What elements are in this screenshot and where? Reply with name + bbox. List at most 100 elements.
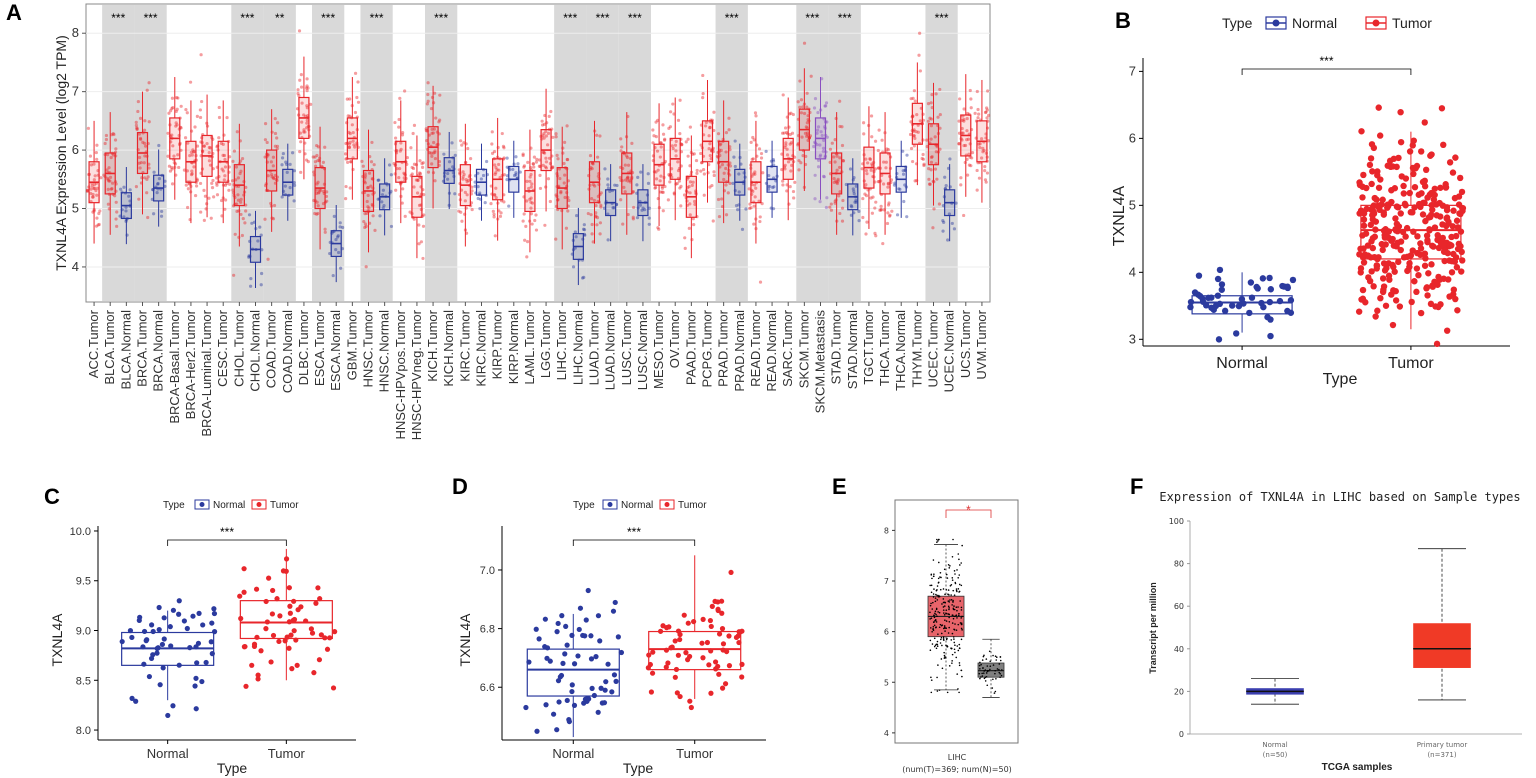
xtick-label: Normal <box>552 746 594 761</box>
panel-a-point <box>529 212 533 216</box>
panel-a-point <box>222 153 227 158</box>
panel-a-point <box>565 157 569 162</box>
panel-a-point <box>546 177 551 181</box>
panel-a-point <box>104 137 109 142</box>
data-point <box>958 614 960 617</box>
panel-a-point <box>525 199 529 203</box>
data-point <box>943 601 946 604</box>
panel-a-point <box>424 127 428 131</box>
data-point <box>1431 191 1438 199</box>
panel-a-point <box>429 151 433 155</box>
data-point <box>944 627 946 629</box>
panel-a-point <box>838 190 842 194</box>
data-point <box>543 702 549 708</box>
panel-a-point <box>625 176 629 180</box>
panel-a-group-brca-luminal.tumor <box>198 53 216 222</box>
data-point <box>569 682 575 688</box>
data-point <box>1422 217 1429 225</box>
panel-a-point <box>916 130 920 134</box>
data-point <box>1430 243 1437 250</box>
panel-a-point <box>673 143 678 147</box>
panel-a-point <box>926 119 930 123</box>
panel-a-group-prad.normal <box>731 139 748 231</box>
data-point <box>1443 327 1451 334</box>
panel-a-group-read.tumor <box>747 111 765 284</box>
panel-a-point <box>422 213 426 217</box>
panel-a-point <box>145 88 149 92</box>
panel-a-point <box>922 162 926 166</box>
panel-a-point <box>737 172 741 176</box>
panel-a-point <box>823 104 827 108</box>
panel-a-point <box>266 174 270 178</box>
panel-a-point <box>913 179 917 183</box>
panel-a-point <box>771 159 776 163</box>
data-point <box>961 544 963 547</box>
panel-a-point <box>525 255 529 259</box>
panel-a-point <box>663 137 667 141</box>
panel-a-point <box>97 222 101 227</box>
panel-a-point <box>978 145 982 150</box>
panel-a-point <box>557 184 561 188</box>
panel-a-xtick-label: HNSC-HPVneg.Tumor <box>409 309 424 440</box>
data-point <box>960 617 962 619</box>
panel-a-point <box>494 186 498 190</box>
panel-c-chart: Type Normal Tumor 8.08.59.09.510.0Normal… <box>49 499 356 776</box>
panel-a-point <box>167 164 172 168</box>
panel-a-point <box>976 107 980 112</box>
panel-a-point <box>676 168 681 173</box>
panel-a-point <box>315 153 319 158</box>
panel-a-point <box>110 186 114 191</box>
panel-a-point <box>727 116 731 120</box>
ytick-label: 20 <box>1174 687 1184 696</box>
panel-a-point <box>376 178 380 182</box>
data-point <box>241 589 247 595</box>
panel-a-point <box>314 191 319 195</box>
panel-f-chart: Expression of TXNL4A in LIHC based on Sa… <box>1148 490 1522 773</box>
panel-a-point <box>461 177 465 181</box>
panel-a-point <box>864 157 868 161</box>
panel-a-point <box>805 131 810 135</box>
legend-tumor-label: Tumor <box>1392 15 1432 31</box>
data-point <box>1264 313 1271 321</box>
panel-a-point <box>702 193 706 197</box>
data-point <box>1355 308 1363 315</box>
panel-a-point <box>115 210 119 214</box>
box <box>239 600 333 640</box>
data-point <box>935 643 938 646</box>
panel-a-point <box>598 134 602 138</box>
panel-a-point <box>317 190 321 194</box>
data-point <box>251 643 258 649</box>
data-point <box>986 684 989 687</box>
panel-a-point <box>754 114 758 118</box>
panel-a-point <box>835 181 839 186</box>
panel-a-xtick-label: HNSC.Tumor <box>361 309 376 387</box>
panel-a-point <box>816 158 821 163</box>
panel-a-point <box>934 92 938 96</box>
data-point <box>1407 209 1415 216</box>
panel-a-point <box>543 223 547 227</box>
panel-a-xtick-label: CHOL.Normal <box>248 310 263 392</box>
panel-a-point <box>514 173 518 177</box>
data-point <box>938 626 941 629</box>
panel-label-c: C <box>44 484 60 509</box>
panel-a-point <box>615 183 619 188</box>
panel-a-point <box>797 168 801 172</box>
data-point <box>1284 284 1291 292</box>
panel-a-significance: *** <box>434 11 448 25</box>
panel-a-point <box>297 93 301 98</box>
panel-a-point <box>418 171 422 175</box>
panel-a-point <box>434 116 438 120</box>
data-point <box>589 685 595 691</box>
data-point <box>324 646 331 652</box>
panel-a-point <box>965 117 969 121</box>
data-point <box>208 639 214 645</box>
panel-a-group-lusc.normal <box>635 164 651 242</box>
ytick-label: 4 <box>1129 264 1136 279</box>
data-point <box>936 615 938 617</box>
data-point <box>958 643 961 646</box>
panel-a-xtick-label: CESC.Tumor <box>215 309 230 386</box>
panel-a-point <box>720 197 724 201</box>
data-point <box>1216 266 1224 274</box>
panel-a-point <box>495 168 499 172</box>
data-point <box>194 660 200 666</box>
